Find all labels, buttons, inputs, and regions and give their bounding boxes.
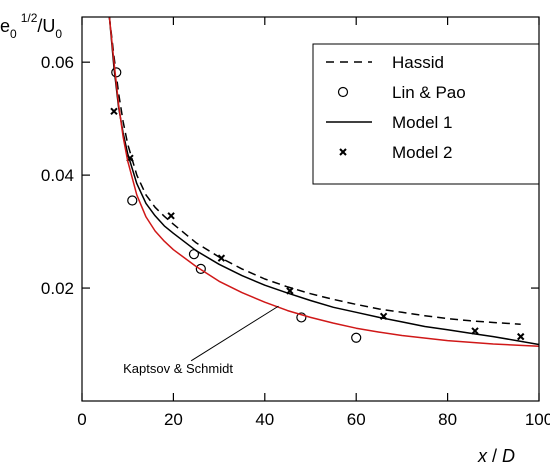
point-model-2-3 <box>217 254 226 262</box>
x-tick-label-0: 0 <box>77 410 86 429</box>
x-tick-label-2: 40 <box>255 410 274 429</box>
point-lin-pao-0 <box>111 67 122 78</box>
x-tick-label-3: 60 <box>347 410 366 429</box>
legend-label-model-1: Model 1 <box>392 113 452 132</box>
point-model-2-2 <box>167 212 175 220</box>
annotation-label-0: Kaptsov & Schmidt <box>123 361 233 376</box>
annotation-leader-0 <box>190 305 279 362</box>
point-model-2-4 <box>286 287 294 295</box>
series-line-hassid <box>108 17 521 325</box>
y-tick-label-0: 0.02 <box>41 279 74 298</box>
y-tick-label-2: 0.06 <box>41 53 74 72</box>
point-lin-pao-5 <box>351 332 362 343</box>
point-lin-pao-1 <box>127 195 138 206</box>
legend: Hassid Lin & Pao Model 1 Model 2 <box>312 43 540 185</box>
x-tick-label-5: 100 <box>525 410 550 429</box>
legend-label-hassid: Hassid <box>392 53 444 72</box>
legend-swatch-model-2 <box>339 148 347 156</box>
legend-label-model-2: Model 2 <box>392 143 452 162</box>
plot-frame <box>81 16 540 402</box>
point-model-2-6 <box>471 327 479 335</box>
series-line-curve-4 <box>108 17 539 347</box>
point-model-2-5 <box>379 312 388 321</box>
annotation-layer: Kaptsov & Schmidt <box>123 305 279 376</box>
legend-box <box>312 43 540 185</box>
series-line-model-1 <box>108 17 539 346</box>
point-model-2-7 <box>517 332 525 341</box>
x-tick-label-4: 80 <box>438 410 457 429</box>
y-axis-label: e01/2/U0 <box>0 11 62 41</box>
legend-label-lin-pao: Lin & Pao <box>392 83 466 102</box>
point-model-2-0 <box>110 107 118 116</box>
ticks-layer: 0 20 40 60 80 100 0.02 0.04 0.06 <box>41 17 550 429</box>
x-tick-label-1: 20 <box>164 410 183 429</box>
x-axis-label: x / D <box>477 446 515 466</box>
legend-swatch-lin-pao <box>337 86 349 98</box>
y-tick-label-1: 0.04 <box>41 166 74 185</box>
series-layer <box>108 17 539 347</box>
